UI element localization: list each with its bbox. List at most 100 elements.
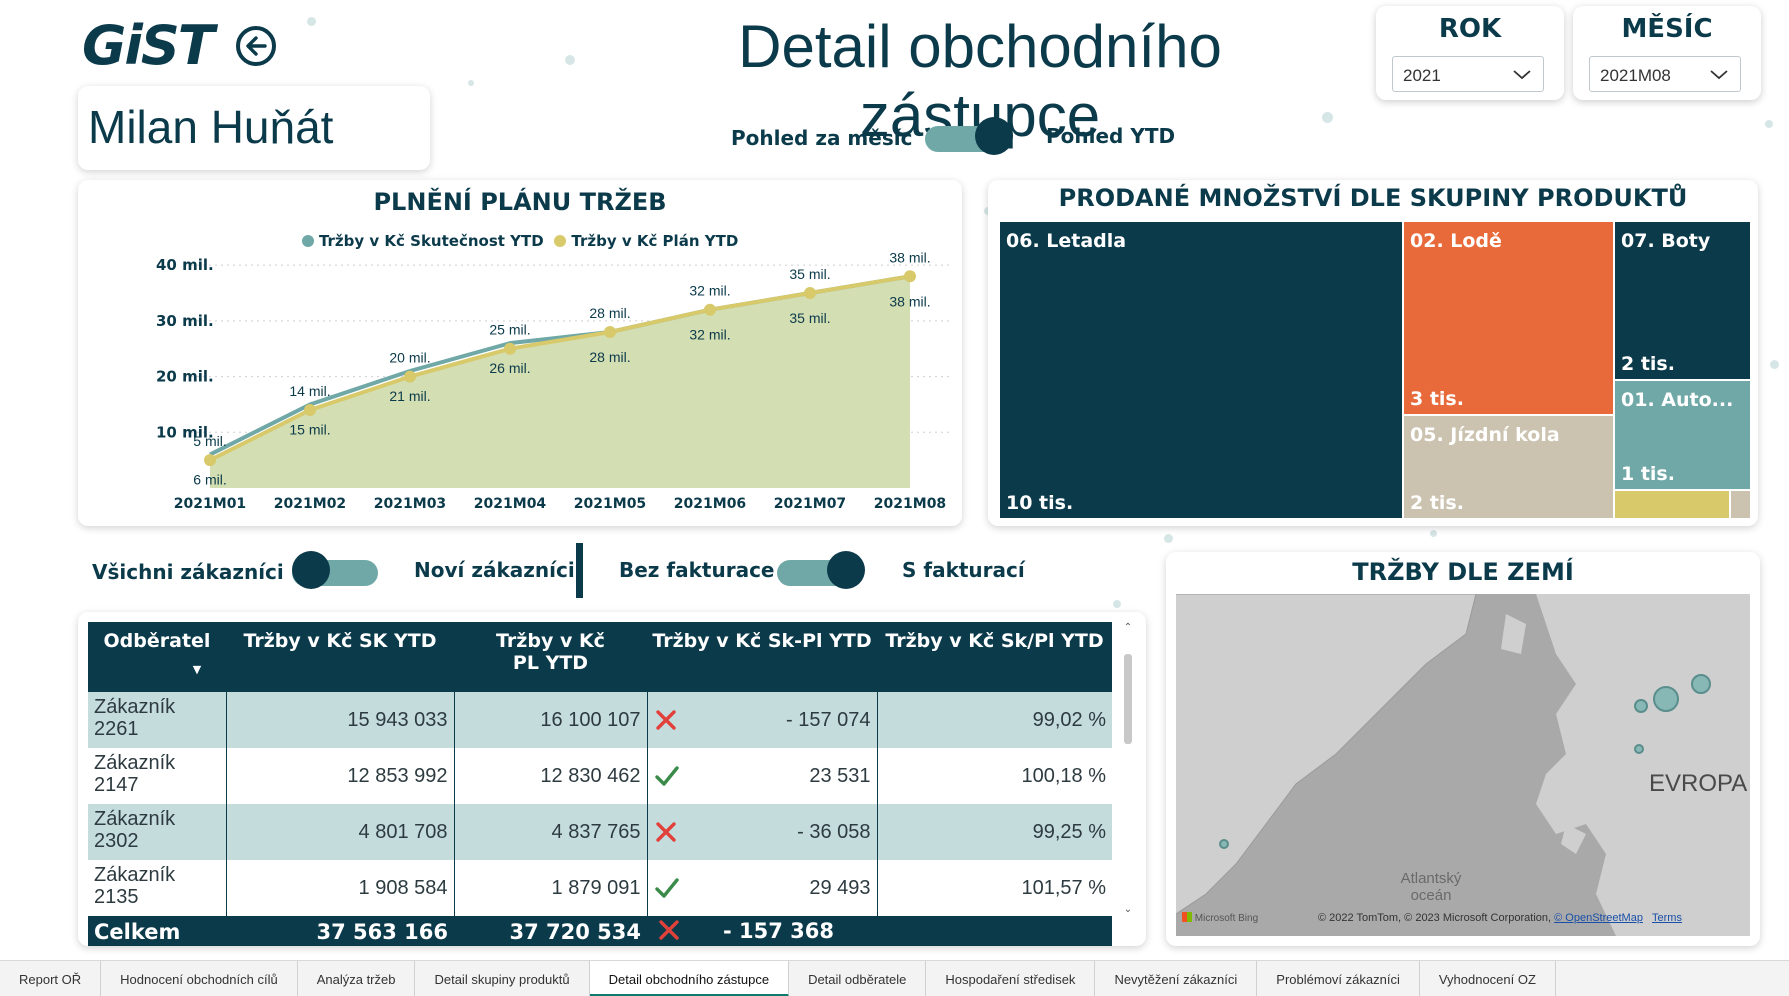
- year-dropdown[interactable]: 2021: [1392, 56, 1544, 92]
- plan-point: [804, 287, 816, 299]
- table-row[interactable]: Zákazník 2147 12 853 992 12 830 462 23 531 1…: [88, 748, 1112, 804]
- table-row[interactable]: Zákazník 2261 15 943 033 16 100 107- 157 0…: [88, 692, 1112, 748]
- cell-customer: Zákazník 2302: [88, 804, 227, 860]
- tab-8[interactable]: Problémoví zákazníci: [1257, 961, 1420, 996]
- tab-0[interactable]: Report OŘ: [0, 961, 102, 996]
- x-tick-label: 2021M06: [674, 496, 746, 512]
- rep-name-card: Milan Huňát: [78, 86, 430, 170]
- x-tick-label: 2021M02: [274, 496, 346, 512]
- check-icon: [654, 764, 680, 794]
- scroll-down-icon[interactable]: ⌄: [1123, 904, 1133, 915]
- toggle-knob: [292, 551, 330, 589]
- ocean-label-line2: oceán: [1410, 887, 1452, 904]
- sales-map[interactable]: EVROPA Atlantský oceán Microsoft Bing © …: [1176, 594, 1750, 936]
- view-month-label: Pohled za měsíc: [731, 126, 913, 150]
- view-toggle[interactable]: [925, 117, 1013, 155]
- tab-1[interactable]: Hodnocení obchodních cílů: [101, 961, 298, 996]
- chart-legend: Tržby v Kč Skutečnost YTD Tržby v Kč Plá…: [78, 232, 962, 250]
- cross-icon: [654, 820, 678, 850]
- plan-point: [504, 342, 516, 355]
- treemap-tile-small-1[interactable]: [1615, 491, 1729, 518]
- chart-title: PLNĚNÍ PLÁNU TRŽEB: [373, 188, 667, 216]
- chevron-down-icon: [1710, 70, 1728, 80]
- scroll-up-icon[interactable]: ⌃: [1123, 622, 1133, 633]
- actual-data-label: 26 mil.: [489, 360, 530, 376]
- plan-data-label: 20 mil.: [389, 350, 430, 366]
- billing-toggle[interactable]: [777, 551, 865, 589]
- table-scrollbar[interactable]: ⌃ ⌄: [1122, 622, 1134, 916]
- treemap-tile-auto[interactable]: 01. Auto... 1 tis.: [1615, 381, 1750, 489]
- table-row[interactable]: Zákazník 2302 4 801 708 4 837 765- 36 058 9…: [88, 804, 1112, 860]
- tile-label: 02. Lodě: [1410, 230, 1502, 252]
- tab-3[interactable]: Detail skupiny produktů: [415, 961, 590, 996]
- tab-5[interactable]: Detail odběratele: [789, 961, 927, 996]
- tile-label: 05. Jízdní kola: [1410, 424, 1560, 446]
- scrollbar-thumb[interactable]: [1124, 654, 1132, 744]
- treemap-tile-jizdni-kola[interactable]: 05. Jízdní kola 2 tis.: [1404, 416, 1613, 518]
- with-billing-label: S fakturací: [902, 558, 1025, 582]
- actual-data-label: 35 mil.: [789, 310, 830, 326]
- treemap-tile-letadla[interactable]: 06. Letadla 10 tis.: [1000, 222, 1402, 518]
- cross-icon: [657, 918, 681, 947]
- osm-link[interactable]: © OpenStreetMap: [1554, 912, 1643, 924]
- col-header-pl[interactable]: Tržby v Kč PL YTD: [454, 622, 647, 692]
- total-label: Celkem: [88, 916, 226, 946]
- arrow-left-icon: [246, 36, 267, 56]
- cell-ratio: 99,25 %: [877, 804, 1112, 860]
- plan-data-label: 32 mil.: [689, 283, 730, 299]
- product-quantity-treemap-card: PRODANÉ MNOŽSTVÍ DLE SKUPINY PRODUKTŮ 06…: [988, 180, 1758, 526]
- all-customers-label: Všichni zákazníci: [92, 560, 284, 584]
- y-tick-label: 10 mil.: [156, 423, 214, 441]
- cell-customer: Zákazník 2261: [88, 692, 227, 748]
- month-filter: MĚSÍC 2021M08: [1573, 6, 1761, 100]
- x-tick-label: 2021M01: [174, 496, 246, 512]
- cell-sk: 15 943 033: [226, 692, 455, 748]
- cross-icon: [654, 708, 678, 738]
- actual-data-label: 28 mil.: [589, 349, 630, 365]
- cell-ratio: 99,02 %: [877, 692, 1112, 748]
- treemap-tile-boty[interactable]: 07. Boty 2 tis.: [1615, 222, 1750, 379]
- customer-toggle[interactable]: [292, 551, 378, 589]
- x-tick-label: 2021M07: [774, 496, 846, 512]
- map-attribution: © 2022 TomTom, © 2023 Microsoft Corporat…: [1318, 912, 1682, 924]
- y-tick-label: 30 mil.: [156, 312, 214, 330]
- chevron-down-icon: [1513, 70, 1531, 80]
- tab-9[interactable]: Vyhodnocení OZ: [1420, 961, 1556, 996]
- rep-name: Milan Huňát: [88, 101, 334, 153]
- cell-sk: 4 801 708: [226, 804, 455, 860]
- col-header-ratio[interactable]: Tržby v Kč Sk/Pl YTD: [877, 622, 1112, 692]
- view-ytd-label: Pohled YTD: [1046, 124, 1176, 148]
- actual-data-label: 38 mil.: [889, 293, 930, 309]
- month-dropdown[interactable]: 2021M08: [1589, 56, 1741, 92]
- x-tick-label: 2021M08: [874, 496, 946, 512]
- ocean-label-line1: Atlantský: [1400, 870, 1462, 887]
- tab-6[interactable]: Hospodaření středisek: [926, 961, 1096, 996]
- back-button[interactable]: [236, 26, 276, 66]
- toggle-divider: [576, 543, 583, 598]
- plan-point: [704, 303, 716, 316]
- terms-link[interactable]: Terms: [1652, 912, 1682, 924]
- plan-point: [404, 370, 416, 383]
- x-tick-label: 2021M04: [474, 496, 547, 512]
- col-header-customer[interactable]: Odběratel ▼: [88, 622, 226, 692]
- col-header-diff[interactable]: Tržby v Kč Sk-Pl YTD: [647, 622, 877, 692]
- y-tick-label: 40 mil.: [156, 256, 214, 274]
- tab-4[interactable]: Detail obchodního zástupce: [589, 961, 790, 996]
- tab-7[interactable]: Nevytěžení zákazníci: [1095, 961, 1258, 996]
- plan-data-label: 38 mil.: [889, 249, 930, 265]
- actual-data-label: 21 mil.: [389, 388, 430, 404]
- new-customers-label: Noví zákazníci: [414, 558, 575, 582]
- treemap-tile-lode[interactable]: 02. Lodě 3 tis.: [1404, 222, 1613, 414]
- cell-sk: 1 908 584: [226, 860, 455, 916]
- treemap-tile-small-2[interactable]: [1731, 491, 1750, 518]
- table-row[interactable]: Zákazník 2135 1 908 584 1 879 091 29 493 101…: [88, 860, 1112, 916]
- actual-data-label: 32 mil.: [689, 327, 730, 343]
- plan-data-label: 14 mil.: [289, 383, 330, 399]
- total-ratio: [877, 916, 1112, 946]
- col-header-sk[interactable]: Tržby v Kč SK YTD: [226, 622, 454, 692]
- check-icon: [654, 876, 680, 906]
- map-provider: Microsoft Bing: [1182, 912, 1258, 924]
- x-tick-label: 2021M05: [574, 496, 646, 512]
- tab-2[interactable]: Analýza tržeb: [298, 961, 416, 996]
- month-dropdown-value: 2021M08: [1600, 66, 1671, 85]
